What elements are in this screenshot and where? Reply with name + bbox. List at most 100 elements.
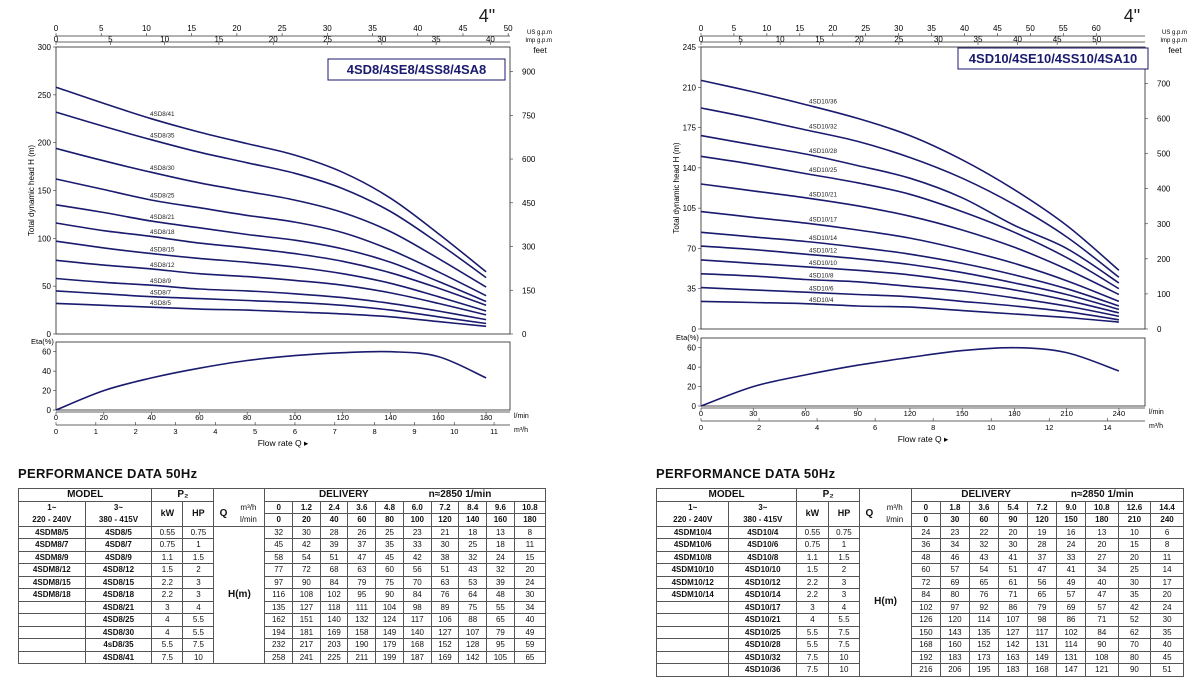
head-value: 39: [486, 575, 515, 589]
head-value: 32: [264, 525, 294, 539]
head-value: 69: [939, 575, 970, 589]
m3h-tick-label: 2: [134, 427, 138, 436]
feet-tick-label: 900: [522, 68, 536, 77]
head-value: 89: [430, 600, 460, 614]
eta-plot-frame: [55, 341, 511, 411]
chart-title-box: [957, 47, 1149, 70]
hp-header: HP: [182, 500, 215, 527]
feet-tick-label: 300: [522, 243, 536, 252]
head-value: 140: [402, 625, 432, 639]
head-tick-label: 0: [47, 330, 52, 339]
head-value: 232: [264, 638, 294, 652]
lmin-tick-label: 100: [289, 413, 302, 422]
imp-gpm-tick-label: 5: [738, 35, 743, 44]
power-kw: 7.5: [796, 663, 829, 677]
head-curve-4sd8-15: [55, 240, 487, 312]
head-value: 21: [430, 525, 460, 539]
hp-header: HP: [827, 500, 861, 527]
power-hp: 7.5: [182, 638, 215, 652]
chart-title: 4SD10/4SE10/4SS10/4SA10: [969, 51, 1137, 66]
q-spacer: [213, 488, 266, 501]
eta-tick-label: 40: [42, 367, 51, 376]
chart-title-box: [327, 58, 506, 81]
model-three-phase: 4SD8/12: [84, 563, 153, 577]
imp-gpm-tick-label: 25: [323, 35, 332, 44]
imp-gpm-tick-label: 10: [160, 35, 169, 44]
head-value: 97: [939, 600, 970, 614]
head-value: 35: [1117, 588, 1152, 602]
m3h-tick-label: 0: [699, 423, 703, 432]
head-value: 90: [292, 575, 321, 589]
head-value: 43: [458, 563, 488, 577]
lmin-tick-label: 80: [243, 413, 251, 422]
head-value: 37: [347, 538, 377, 552]
head-value: 190: [347, 638, 377, 652]
model-single-phase: 4SDM10/12: [655, 575, 730, 589]
q-m3h-value: 7.2: [1026, 500, 1058, 514]
series-label: 4SD8/5: [150, 300, 172, 307]
size-label: 4": [479, 6, 495, 26]
head-value: 116: [264, 588, 294, 602]
head-value: 30: [292, 525, 321, 539]
head-value: 30: [997, 538, 1028, 552]
table-row: 4SD8/30 4 5.5 194 181 169 158 149 140 127 107 79 49: [18, 625, 547, 639]
model-three-phase: 4sD8/35: [84, 638, 153, 652]
table-row: 4SD10/36 7.5 10 216 206 195 183 168 147 121 90 51: [655, 663, 1184, 677]
head-value: 63: [430, 575, 460, 589]
head-value: 183: [939, 650, 970, 664]
chart-title: 4SD8/4SE8/4SS8/4SA8: [347, 62, 486, 77]
head-value: 42: [292, 538, 321, 552]
head-curve-4sd8-18: [55, 222, 487, 307]
lmin-tick-label: 40: [147, 413, 155, 422]
head-value: 25: [1117, 563, 1152, 577]
head-curve-4sd10-36: [700, 79, 1120, 271]
lmin-unit-label: l/min: [1149, 409, 1164, 416]
q-m3h-value: 0: [264, 500, 294, 514]
head-value: 121: [1085, 663, 1119, 677]
head-value: 56: [1026, 575, 1058, 589]
head-value: 84: [402, 588, 432, 602]
m3h-tick-label: 12: [1045, 423, 1053, 432]
head-value: 58: [264, 550, 294, 564]
q-unit-m3h: m³/h: [878, 501, 912, 514]
table-row: 4SD8/41 7.5 10 258 241 225 211 199 187 169 142 105 6…: [18, 650, 547, 664]
table-row: 4SDM8/12 4SD8/12 1.5 2 77 72 68 63 60 56 51 43 32 20: [18, 563, 547, 577]
us-gpm-tick-label: 10: [762, 24, 771, 33]
table-row: 220 - 240V 380 - 415V l/min 0 30 60 90 120 150 18…: [655, 513, 1184, 527]
delivery-label: DELIVERY: [961, 489, 1011, 501]
head-value: 60: [910, 563, 941, 577]
q-m3h-value: 0: [910, 500, 941, 514]
us-gpm-tick-label: 45: [993, 24, 1002, 33]
model-header: MODEL: [17, 488, 153, 502]
us-gpm-tick-label: 35: [927, 24, 936, 33]
series-label: 4SD10/21: [809, 191, 838, 198]
m3h-tick-label: 6: [873, 423, 877, 432]
head-value: 75: [375, 575, 404, 589]
head-value: 169: [430, 650, 460, 664]
power-kw: 0.75: [796, 538, 829, 552]
head-value: 217: [292, 638, 321, 652]
delivery-label: DELIVERY: [318, 489, 369, 501]
head-value: 26: [347, 525, 377, 539]
us-gpm-tick-label: 20: [232, 24, 241, 33]
head-value: 86: [1056, 613, 1087, 627]
m3h-tick-label: 10: [450, 427, 458, 436]
head-curve-4sd8-25: [55, 178, 487, 297]
head-value: 108: [1085, 650, 1119, 664]
model-three-phase: 4SD10/4: [728, 525, 798, 539]
head-value: 24: [910, 525, 941, 539]
head-axis-label: Total dynamic head H (m): [27, 145, 36, 236]
model-single-phase: 4SDM10/10: [655, 563, 730, 577]
q-m3h-value: 10.8: [513, 500, 547, 514]
power-kw: 7.5: [796, 650, 829, 664]
head-curve-4sd8-41: [55, 86, 487, 273]
q-unit-lmin: l/min: [878, 513, 912, 527]
head-value: 38: [430, 550, 460, 564]
q-lmin-value: 0: [910, 513, 941, 527]
series-label: 4SD10/36: [809, 98, 838, 105]
head-curve-4sd10-32: [700, 107, 1120, 278]
power-hp: 7.5: [827, 625, 861, 639]
imp-gpm-tick-label: 40: [486, 35, 495, 44]
series-label: 4SD8/7: [150, 290, 172, 297]
